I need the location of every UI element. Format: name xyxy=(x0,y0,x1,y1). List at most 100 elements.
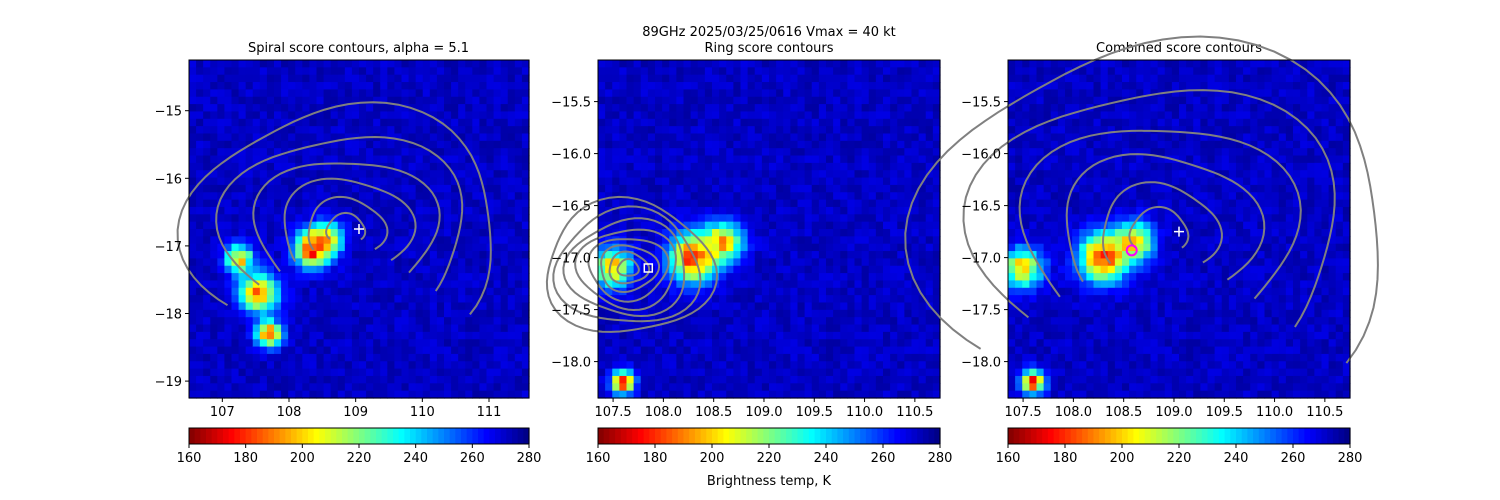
heat-cell xyxy=(890,192,898,201)
heat-cell xyxy=(833,148,841,157)
heat-cell xyxy=(387,155,396,164)
heat-cell xyxy=(840,170,848,179)
heat-cell xyxy=(890,177,898,186)
heat-cell xyxy=(776,214,784,223)
heat-cell xyxy=(797,331,806,340)
heat-cell xyxy=(904,273,913,282)
heat-cell xyxy=(366,251,374,259)
heat-cell xyxy=(444,177,452,186)
heat-cell xyxy=(911,236,920,245)
heat-cell xyxy=(302,295,311,304)
heat-cell xyxy=(514,339,523,348)
heat-cell xyxy=(203,140,211,149)
heat-cell xyxy=(288,295,296,304)
heat-cell xyxy=(408,67,417,76)
heat-cell xyxy=(302,162,311,171)
heat-cell xyxy=(1008,96,1016,105)
heat-cell xyxy=(500,199,509,208)
heat-cell xyxy=(797,339,806,348)
heat-cell xyxy=(1050,60,1059,68)
heat-cell xyxy=(429,273,438,282)
heat-cell xyxy=(210,390,218,399)
heat-cell xyxy=(1029,214,1038,223)
heat-cell xyxy=(883,104,891,113)
heat-cell xyxy=(783,192,791,201)
heat-cell xyxy=(1029,89,1038,98)
heat-cell xyxy=(662,126,670,135)
heat-cell xyxy=(662,390,670,399)
heat-cell xyxy=(238,148,247,157)
heat-cell xyxy=(840,60,848,68)
x-tick-label: 107 xyxy=(210,405,235,420)
heat-cell xyxy=(344,317,353,326)
heat-cell xyxy=(883,221,891,230)
heat-cell xyxy=(1015,309,1023,318)
heat-cell xyxy=(818,243,827,252)
heat-cell xyxy=(847,74,856,83)
heat-cell xyxy=(726,295,734,304)
heat-cell xyxy=(245,133,254,142)
heat-cell xyxy=(316,192,325,201)
heat-cell xyxy=(507,243,516,252)
heat-cell xyxy=(479,317,488,326)
heat-cell xyxy=(783,317,791,326)
heat-cell xyxy=(436,111,445,120)
heat-cell xyxy=(472,140,481,149)
heat-cell xyxy=(747,280,756,289)
heat-cell xyxy=(883,118,891,127)
heat-cell xyxy=(932,258,941,267)
heat-cell xyxy=(883,287,891,296)
heat-cell xyxy=(196,236,204,245)
heat-cell xyxy=(458,390,466,399)
heat-cell xyxy=(769,170,777,179)
heat-cell xyxy=(747,148,756,157)
heat-cell xyxy=(507,199,516,208)
heat-cell xyxy=(245,111,254,120)
heat-cell xyxy=(690,302,699,311)
heat-cell xyxy=(655,317,663,326)
heat-cell xyxy=(761,184,770,193)
heat-cell xyxy=(1008,368,1016,377)
heat-cell xyxy=(1015,155,1023,164)
heat-cell xyxy=(231,265,240,274)
heat-cell xyxy=(203,155,211,164)
heat-cell xyxy=(754,368,763,377)
heat-cell xyxy=(847,236,856,245)
heat-cell xyxy=(224,353,233,362)
heat-cell xyxy=(1050,192,1059,201)
heat-cell xyxy=(783,162,791,171)
heat-cell xyxy=(351,280,360,289)
heat-cell xyxy=(224,390,233,399)
heat-cell xyxy=(761,258,770,267)
heat-cell xyxy=(281,265,289,274)
heat-cell xyxy=(408,346,417,355)
heat-cell xyxy=(436,309,445,318)
heat-cell xyxy=(619,148,628,157)
heat-cell xyxy=(904,331,913,340)
heat-cell xyxy=(323,89,332,98)
heat-cell xyxy=(316,111,325,120)
heat-cell xyxy=(500,353,509,362)
heat-cell xyxy=(676,104,685,113)
heat-cell xyxy=(626,89,635,98)
heat-cell xyxy=(897,89,905,98)
heat-cell xyxy=(330,96,339,105)
heat-cell xyxy=(890,221,898,230)
heat-cell xyxy=(288,133,296,142)
heat-cell xyxy=(833,206,841,215)
heat-cell xyxy=(436,390,445,399)
colorbar-swatch xyxy=(512,428,519,444)
heat-cell xyxy=(444,295,452,304)
heat-cell xyxy=(897,67,905,76)
heat-cell xyxy=(373,346,381,355)
heat-cell xyxy=(189,368,197,377)
heat-cell xyxy=(366,258,374,267)
heat-cell xyxy=(1057,118,1066,127)
heat-cell xyxy=(288,368,296,377)
heat-cell xyxy=(883,133,891,142)
heat-cell xyxy=(281,192,289,201)
heat-cell xyxy=(683,104,692,113)
heat-cell xyxy=(818,111,827,120)
heat-cell xyxy=(330,192,339,201)
heat-cell xyxy=(854,96,863,105)
